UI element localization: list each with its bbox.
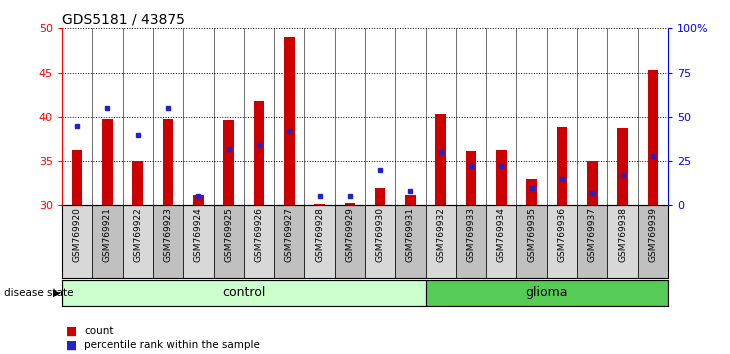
- Text: GSM769931: GSM769931: [406, 207, 415, 263]
- Text: GSM769932: GSM769932: [437, 207, 445, 262]
- Bar: [214, 205, 244, 278]
- Bar: [426, 205, 456, 278]
- Bar: [284, 37, 295, 205]
- Bar: [274, 205, 304, 278]
- Text: percentile rank within the sample: percentile rank within the sample: [84, 340, 260, 350]
- Text: GSM769927: GSM769927: [285, 207, 293, 262]
- Bar: [486, 205, 517, 278]
- Text: GSM769937: GSM769937: [588, 207, 596, 263]
- Bar: [132, 161, 143, 205]
- Bar: [617, 128, 628, 205]
- Bar: [556, 127, 567, 205]
- Text: count: count: [84, 326, 113, 336]
- Bar: [314, 204, 325, 205]
- Text: GSM769935: GSM769935: [527, 207, 536, 263]
- Bar: [304, 205, 335, 278]
- Text: GSM769920: GSM769920: [73, 207, 82, 262]
- Text: ■: ■: [66, 325, 77, 337]
- Bar: [335, 205, 365, 278]
- Bar: [435, 114, 446, 205]
- Bar: [374, 188, 385, 205]
- Bar: [496, 150, 507, 205]
- Bar: [193, 195, 204, 205]
- Bar: [345, 202, 356, 205]
- Bar: [405, 195, 416, 205]
- Text: ■: ■: [66, 339, 77, 352]
- Text: GSM769921: GSM769921: [103, 207, 112, 262]
- Bar: [62, 280, 426, 306]
- Text: GSM769939: GSM769939: [648, 207, 657, 263]
- Text: GSM769926: GSM769926: [255, 207, 264, 262]
- Bar: [253, 101, 264, 205]
- Text: GSM769923: GSM769923: [164, 207, 172, 262]
- Bar: [426, 280, 668, 306]
- Bar: [163, 119, 174, 205]
- Bar: [72, 150, 82, 205]
- Text: GSM769924: GSM769924: [194, 207, 203, 262]
- Bar: [587, 161, 598, 205]
- Text: GSM769933: GSM769933: [466, 207, 475, 263]
- Bar: [456, 205, 486, 278]
- Bar: [62, 205, 93, 278]
- Text: GDS5181 / 43875: GDS5181 / 43875: [62, 12, 185, 27]
- Bar: [365, 205, 396, 278]
- Text: GSM769922: GSM769922: [134, 207, 142, 262]
- Text: GSM769930: GSM769930: [376, 207, 385, 263]
- Bar: [93, 205, 123, 278]
- Bar: [466, 151, 477, 205]
- Bar: [396, 205, 426, 278]
- Text: glioma: glioma: [526, 286, 568, 299]
- Text: GSM769925: GSM769925: [224, 207, 233, 262]
- Bar: [153, 205, 183, 278]
- Bar: [183, 205, 214, 278]
- Bar: [526, 179, 537, 205]
- Text: GSM769934: GSM769934: [497, 207, 506, 262]
- Text: GSM769929: GSM769929: [345, 207, 354, 262]
- Bar: [517, 205, 547, 278]
- Bar: [648, 70, 658, 205]
- Bar: [123, 205, 153, 278]
- Text: GSM769936: GSM769936: [558, 207, 566, 263]
- Bar: [607, 205, 638, 278]
- Text: control: control: [222, 286, 266, 299]
- Text: ▶: ▶: [53, 288, 61, 298]
- Bar: [638, 205, 668, 278]
- Bar: [102, 119, 113, 205]
- Text: disease state: disease state: [4, 288, 73, 298]
- Text: GSM769928: GSM769928: [315, 207, 324, 262]
- Bar: [223, 120, 234, 205]
- Bar: [577, 205, 607, 278]
- Bar: [244, 205, 274, 278]
- Text: GSM769938: GSM769938: [618, 207, 627, 263]
- Bar: [547, 205, 577, 278]
